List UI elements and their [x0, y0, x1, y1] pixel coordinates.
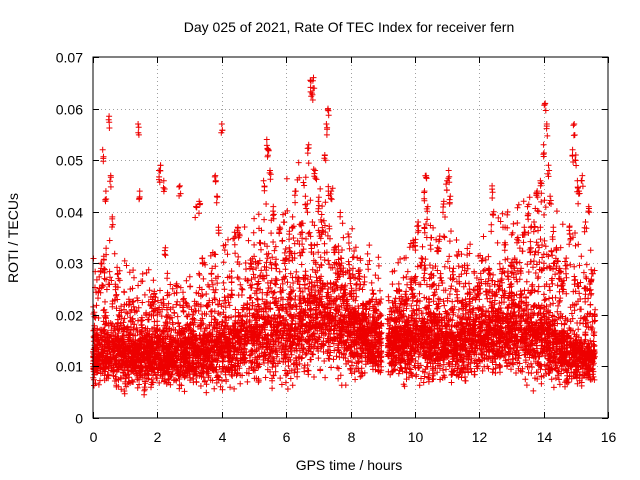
x-tick-label: 16 [601, 429, 617, 445]
x-tick-labels: 0 2 4 6 8 10 12 14 16 [90, 429, 617, 445]
y-axis-label: ROTI / TECUs [5, 193, 21, 283]
y-tick-label: 0.01 [56, 359, 83, 375]
roti-series-markers [90, 74, 599, 398]
y-tick-label: 0.07 [56, 50, 83, 66]
y-tick-label: 0 [75, 411, 83, 427]
axis-ticks [93, 57, 609, 419]
x-tick-label: 14 [537, 429, 553, 445]
y-tick-label: 0.03 [56, 256, 83, 272]
y-tick-labels: 0 0.01 0.02 0.03 0.04 0.05 0.06 0.07 [56, 50, 83, 427]
plot-frame [92, 56, 609, 419]
x-tick-label: 2 [154, 429, 162, 445]
x-axis-label: GPS time / hours [296, 457, 403, 473]
y-tick-label: 0.04 [56, 205, 83, 221]
x-tick-label: 4 [219, 429, 227, 445]
data-points [90, 74, 599, 398]
x-tick-label: 8 [348, 429, 356, 445]
x-tick-label: 0 [90, 429, 98, 445]
x-tick-label: 12 [472, 429, 488, 445]
y-tick-label: 0.05 [56, 153, 83, 169]
chart-title: Day 025 of 2021, Rate Of TEC Index for r… [184, 19, 514, 35]
y-tick-label: 0.02 [56, 308, 83, 324]
x-tick-label: 10 [408, 429, 424, 445]
y-tick-label: 0.06 [56, 102, 83, 118]
x-tick-label: 6 [283, 429, 291, 445]
